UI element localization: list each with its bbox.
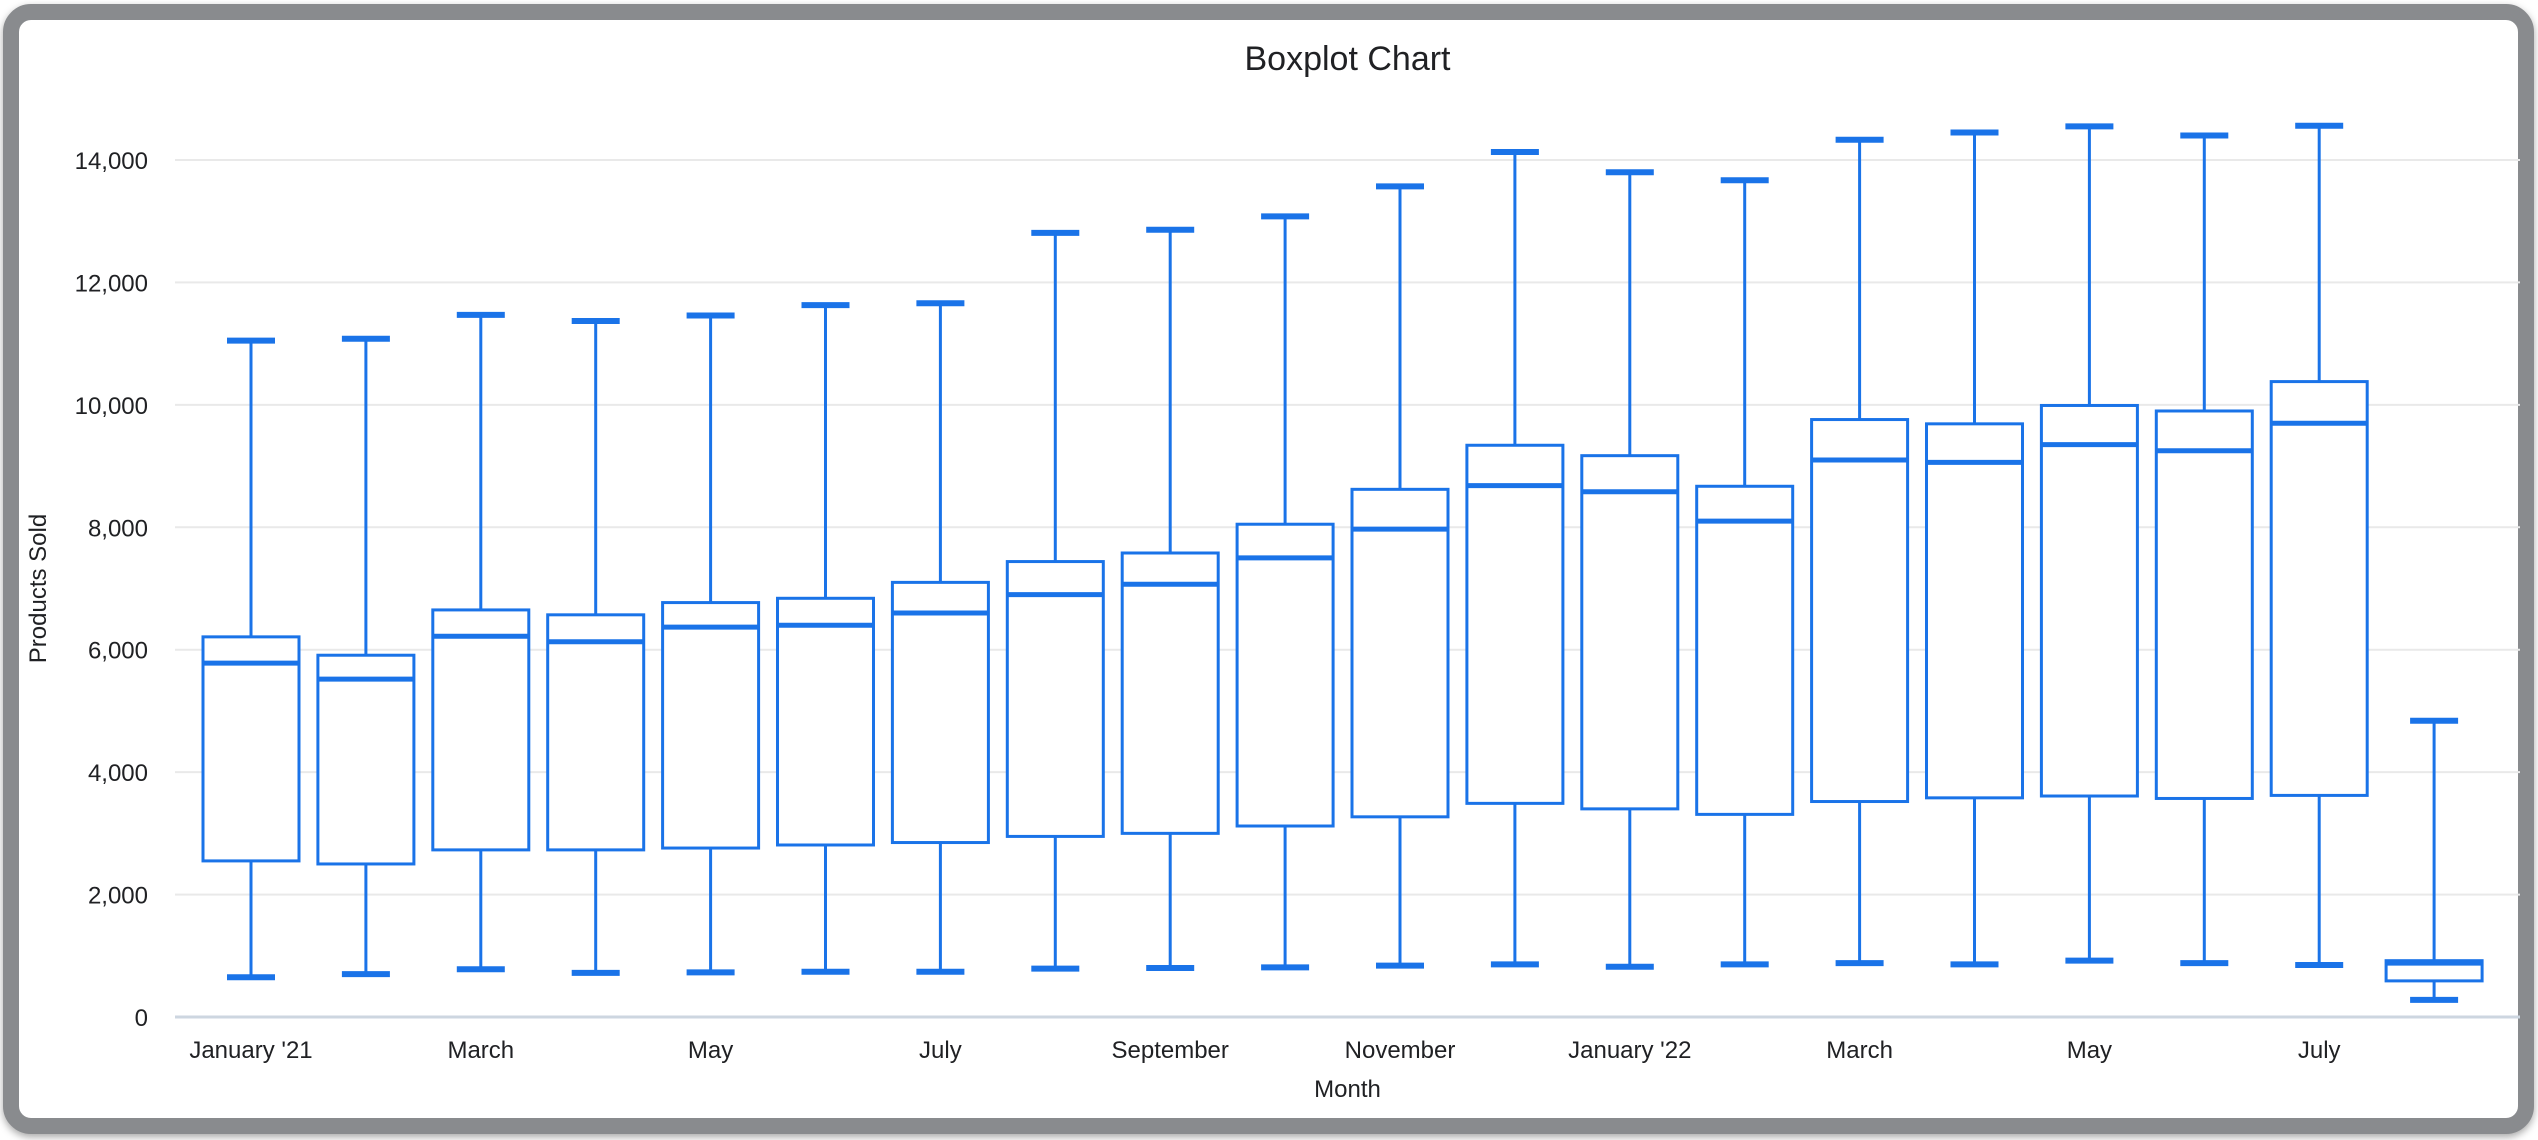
box-May '22[interactable] <box>2039 123 2139 964</box>
iqr-box[interactable] <box>316 653 416 866</box>
iqr-box[interactable] <box>1810 418 1910 804</box>
box-January '21[interactable] <box>201 337 301 981</box>
iqr-box[interactable] <box>2154 409 2254 800</box>
iqr-box[interactable] <box>1350 487 1450 819</box>
iqr-box[interactable] <box>2039 403 2139 798</box>
box-August '22[interactable] <box>2384 717 2484 1003</box>
box-April '22[interactable] <box>1925 129 2024 968</box>
y-tick-label: 4,000 <box>88 760 148 787</box>
x-axis-title: Month <box>1314 1076 1381 1103</box>
box-February '21[interactable] <box>316 335 416 978</box>
iqr-box[interactable] <box>890 580 990 845</box>
x-tick-label: March <box>1826 1037 1893 1064</box>
iqr-box[interactable] <box>1465 443 1565 805</box>
box-January '22[interactable] <box>1580 169 1680 970</box>
y-tick-label: 2,000 <box>88 883 148 910</box>
x-tick-label: September <box>1111 1037 1228 1064</box>
iqr-box[interactable] <box>661 601 761 850</box>
iqr-box[interactable] <box>431 608 531 852</box>
box-August '21[interactable] <box>1005 229 1105 972</box>
y-tick-label: 12,000 <box>75 270 148 297</box>
iqr-box[interactable] <box>1925 422 2024 800</box>
chart-title: Boxplot Chart <box>1244 40 1451 78</box>
x-tick-label: January '21 <box>189 1037 312 1064</box>
x-tick-label: May <box>688 1037 733 1064</box>
y-axis-tick-labels: 0 2,000 4,000 6,000 8,000 10,000 12,000 14,000 <box>75 148 148 1032</box>
x-axis-tick-labels: January '21 March May July September November… <box>189 1037 2340 1064</box>
x-tick-label: May <box>2067 1037 2112 1064</box>
y-tick-label: 14,000 <box>75 148 148 175</box>
iqr-box[interactable] <box>1580 454 1680 811</box>
iqr-box[interactable] <box>776 596 875 847</box>
x-tick-label: July <box>2298 1037 2341 1064</box>
box-July '21[interactable] <box>890 300 990 975</box>
box-December '21[interactable] <box>1465 149 1565 968</box>
box-October '21[interactable] <box>1235 213 1335 971</box>
y-tick-label: 10,000 <box>75 393 148 420</box>
iqr-box[interactable] <box>1235 522 1335 828</box>
y-tick-label: 0 <box>135 1005 148 1032</box>
box-June '21[interactable] <box>776 302 875 975</box>
boxplot-series <box>201 122 2484 1003</box>
box-April '21[interactable] <box>546 317 646 976</box>
y-tick-label: 6,000 <box>88 638 148 665</box>
box-February '22[interactable] <box>1695 177 1795 968</box>
y-axis-title: Products Sold <box>25 514 52 663</box>
iqr-box[interactable] <box>546 613 646 852</box>
x-tick-label: March <box>447 1037 514 1064</box>
iqr-box[interactable] <box>2269 380 2369 797</box>
box-March '22[interactable] <box>1810 136 1910 967</box>
box-July '22[interactable] <box>2269 122 2369 968</box>
box-November '21[interactable] <box>1350 183 1450 969</box>
box-June '22[interactable] <box>2154 132 2254 967</box>
box-September '21[interactable] <box>1120 226 1220 972</box>
iqr-box[interactable] <box>1120 551 1220 835</box>
iqr-box[interactable] <box>1005 560 1105 838</box>
x-tick-label: July <box>919 1037 962 1064</box>
iqr-box[interactable] <box>1695 484 1795 816</box>
iqr-box[interactable] <box>201 635 301 863</box>
x-tick-label: November <box>1345 1037 1456 1064</box>
x-tick-label: January '22 <box>1568 1037 1691 1064</box>
y-tick-label: 8,000 <box>88 515 148 542</box>
box-March '21[interactable] <box>431 311 531 973</box>
box-May '21[interactable] <box>661 312 761 976</box>
